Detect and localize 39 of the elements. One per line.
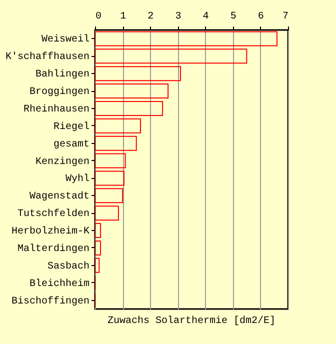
y-tick-label: Wyhl — [65, 173, 90, 186]
y-tick-label: Rheinhausen — [23, 103, 90, 116]
bar — [95, 136, 137, 151]
bar — [95, 100, 164, 116]
x-tick-label: 5 — [230, 12, 236, 22]
bar — [95, 188, 124, 204]
bar — [95, 84, 169, 99]
y-tick-label: Sasbach — [47, 260, 90, 272]
y-tick-label: Riegel — [53, 120, 90, 133]
y-tick-label: Weisweil — [41, 34, 90, 46]
x-tick-label: 3 — [175, 12, 182, 22]
y-tick-label: Kenzingen — [35, 156, 90, 168]
x-tick-label: 7 — [282, 12, 288, 22]
y-tick-label: Herbolzheim-K — [11, 226, 90, 238]
bar — [95, 66, 181, 82]
bar — [95, 48, 248, 64]
x-tick-label: 2 — [148, 12, 154, 22]
y-tick-label: Bischoffingen — [11, 295, 90, 308]
bar — [95, 31, 278, 46]
bar — [95, 118, 141, 134]
x-tick-label: 1 — [120, 12, 126, 22]
x-tick-label: 0 — [96, 12, 102, 22]
y-tick-label: Tutschfelden — [17, 208, 90, 220]
y-tick-label: gesamt — [53, 139, 90, 150]
y-tick-label: Broggingen — [29, 86, 90, 98]
bar — [95, 223, 102, 238]
y-tick-label: K'schaffhausen — [5, 51, 90, 64]
x-axis-title: Zuwachs Solarthermie [dm2/E] — [107, 315, 276, 327]
bar — [95, 170, 124, 186]
bar — [95, 240, 102, 256]
y-tick-label: Wagenstadt — [29, 190, 90, 203]
y-tick-label: Bahlingen — [35, 68, 90, 81]
y-tick-label: Malterdingen — [17, 242, 90, 255]
bar — [95, 206, 119, 221]
y-tick-label: Bleichheim — [29, 278, 90, 290]
bar — [95, 258, 100, 273]
x-tick-label: 4 — [202, 12, 209, 22]
bar — [95, 153, 126, 168]
x-tick-label: 6 — [258, 12, 264, 22]
